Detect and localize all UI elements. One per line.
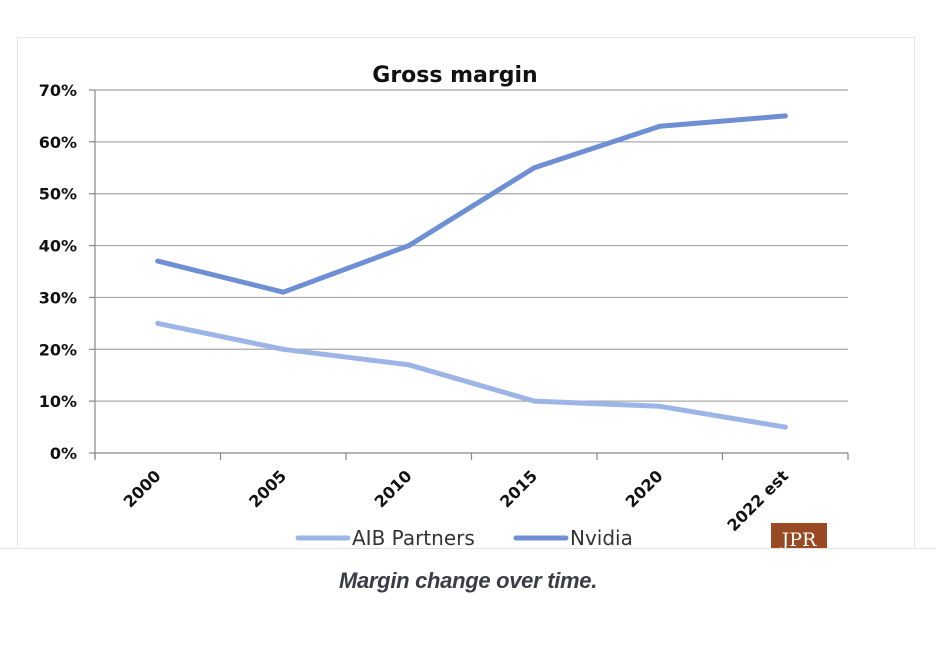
- y-tick-label: 10%: [39, 392, 77, 411]
- series-line-nvidia: [155, 113, 788, 295]
- legend: AIB Partners Nvidia: [295, 526, 633, 550]
- data-point: [531, 398, 537, 404]
- figure-caption: Margin change over time.: [338, 568, 598, 593]
- y-tick-label: 30%: [39, 288, 77, 307]
- x-tick-label: 2010: [371, 466, 416, 511]
- y-tick-label: 40%: [39, 237, 77, 256]
- data-point: [280, 346, 286, 352]
- y-tick-label: 70%: [39, 81, 77, 100]
- legend-label: Nvidia: [570, 526, 633, 550]
- series-line-aib-partners: [155, 320, 788, 430]
- y-tick-label: 20%: [39, 340, 77, 359]
- x-tick-label: 2020: [622, 466, 667, 511]
- series-layer: [155, 113, 788, 430]
- legend-label: AIB Partners: [352, 526, 475, 550]
- x-tick-label: 2015: [496, 466, 541, 511]
- jpr-logo-text: JPR: [780, 529, 817, 551]
- data-point: [406, 362, 412, 368]
- caption-bar: [0, 548, 936, 650]
- y-tick-label: 60%: [39, 133, 77, 152]
- gross-margin-chart: 0% 10% 20% 30% 40% 50% 60% 70% 2000 2005 2010 2015 2…: [39, 63, 849, 559]
- x-tick-label: 2005: [245, 466, 290, 511]
- data-point: [155, 320, 161, 326]
- data-point: [657, 403, 663, 409]
- x-tick-label: 2000: [120, 466, 165, 511]
- data-point: [782, 113, 788, 119]
- chart-title: Gross margin: [372, 63, 537, 88]
- data-point: [531, 165, 537, 171]
- data-point: [280, 289, 286, 295]
- data-point: [155, 258, 161, 264]
- data-point: [782, 424, 788, 430]
- axis-layer: 0% 10% 20% 30% 40% 50% 60% 70% 2000 2005 2010 2015 2…: [39, 81, 849, 535]
- y-tick-label: 0%: [50, 444, 77, 463]
- y-tick-label: 50%: [39, 185, 77, 204]
- data-point: [657, 123, 663, 129]
- figure-frame: [17, 37, 915, 649]
- data-point: [406, 243, 412, 249]
